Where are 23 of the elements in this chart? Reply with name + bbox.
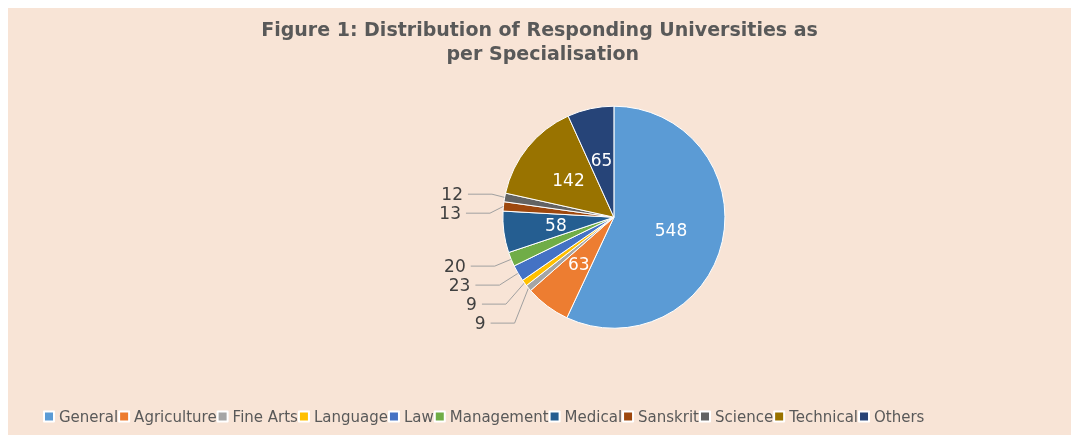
- data-label: 548: [654, 219, 688, 240]
- legend-label: Agriculture: [134, 407, 217, 426]
- data-label: 9: [466, 294, 477, 315]
- data-label: 12: [441, 184, 463, 205]
- data-label: 63: [567, 254, 590, 275]
- data-label: 23: [448, 275, 471, 296]
- legend-label: Language: [313, 407, 388, 426]
- data-label: 20: [444, 256, 466, 277]
- legend-label: Law: [403, 407, 434, 426]
- data-label: 9: [474, 313, 486, 334]
- legend-label: Others: [874, 407, 925, 426]
- legend-label: Management: [449, 407, 549, 426]
- legend-label: Fine Arts: [232, 407, 299, 426]
- legend-label: Technical: [788, 407, 859, 426]
- legend-label: Science: [715, 407, 774, 426]
- chart-title: Figure 1: Distribution of Responding Universities as per Specialisation: [261, 18, 818, 64]
- data-label: 142: [552, 170, 585, 191]
- legend-label: General: [59, 407, 119, 426]
- legend-label: Medical: [564, 407, 623, 426]
- data-label: 58: [545, 215, 567, 236]
- data-label: 13: [439, 203, 461, 224]
- data-label: 65: [590, 150, 613, 171]
- legend-label: Sanskrit: [638, 407, 700, 426]
